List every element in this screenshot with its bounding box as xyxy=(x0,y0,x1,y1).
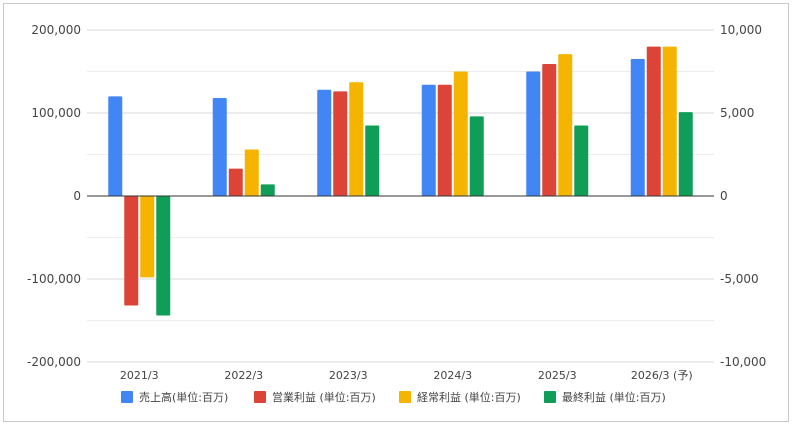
x-tick-label: 2025/3 xyxy=(538,369,577,382)
right-tick-label: 5,000 xyxy=(720,106,754,120)
bar xyxy=(212,98,227,196)
right-axis-ticks: 10,000 5,000 0 -5,000 -10,000 xyxy=(720,23,766,369)
legend: 売上高(単位:百万) 営業利益 (単位:百万) 経常利益 (単位:百万) 最終利益 (… xyxy=(121,390,666,404)
bar xyxy=(542,64,557,196)
x-axis-ticks: 2021/3 2022/3 2023/3 2024/3 2025/3 2026/3 (予) xyxy=(120,369,693,382)
bar xyxy=(453,71,468,196)
gridlines xyxy=(87,29,714,363)
legend-item: 売上高(単位:百万) xyxy=(121,390,228,404)
left-tick-label: 0 xyxy=(73,189,81,203)
chart-frame: 200,000 100,000 0 -100,000 -200,000 10,000 5,… xyxy=(3,3,789,422)
bar xyxy=(469,116,484,196)
right-tick-label: 0 xyxy=(720,189,728,203)
legend-item: 営業利益 (単位:百万) xyxy=(254,390,376,404)
bars xyxy=(108,46,693,316)
bar xyxy=(526,71,541,196)
bar xyxy=(558,54,573,196)
bar xyxy=(317,89,332,196)
x-tick-label: 2022/3 xyxy=(224,369,263,382)
left-tick-label: 100,000 xyxy=(31,106,81,120)
x-tick-label: 2024/3 xyxy=(433,369,472,382)
left-tick-label: -200,000 xyxy=(27,355,81,369)
legend-label: 営業利益 (単位:百万) xyxy=(272,390,376,404)
bar xyxy=(108,96,123,196)
bar xyxy=(349,82,364,196)
legend-label: 最終利益 (単位:百万) xyxy=(562,390,666,404)
legend-swatch xyxy=(121,391,133,403)
bar xyxy=(662,46,677,196)
legend-label: 売上高(単位:百万) xyxy=(139,390,228,404)
right-tick-label: -5,000 xyxy=(720,272,759,286)
x-tick-label: 2021/3 xyxy=(120,369,159,382)
bar xyxy=(421,84,436,196)
bar xyxy=(365,125,380,196)
bar xyxy=(156,196,171,316)
left-tick-label: -100,000 xyxy=(27,272,81,286)
bar xyxy=(678,112,693,196)
bar xyxy=(124,196,139,306)
x-tick-label: 2026/3 (予) xyxy=(631,369,693,382)
legend-swatch xyxy=(399,391,411,403)
bar xyxy=(630,59,645,196)
legend-swatch xyxy=(254,391,266,403)
bar xyxy=(140,196,155,278)
bar xyxy=(260,184,275,196)
bar xyxy=(228,168,243,196)
legend-item: 経常利益 (単位:百万) xyxy=(399,390,521,404)
bar xyxy=(437,84,452,196)
bar xyxy=(244,149,259,196)
left-axis-ticks: 200,000 100,000 0 -100,000 -200,000 xyxy=(27,23,81,369)
left-tick-label: 200,000 xyxy=(31,23,81,37)
legend-label: 経常利益 (単位:百万) xyxy=(417,390,521,404)
legend-item: 最終利益 (単位:百万) xyxy=(544,390,666,404)
x-tick-label: 2023/3 xyxy=(329,369,368,382)
bar xyxy=(646,46,661,196)
bar xyxy=(574,125,589,196)
bar xyxy=(333,91,348,196)
legend-swatch xyxy=(544,391,556,403)
right-tick-label: 10,000 xyxy=(720,23,762,37)
bar-chart: 200,000 100,000 0 -100,000 -200,000 10,000 5,… xyxy=(27,23,766,404)
right-tick-label: -10,000 xyxy=(720,355,766,369)
